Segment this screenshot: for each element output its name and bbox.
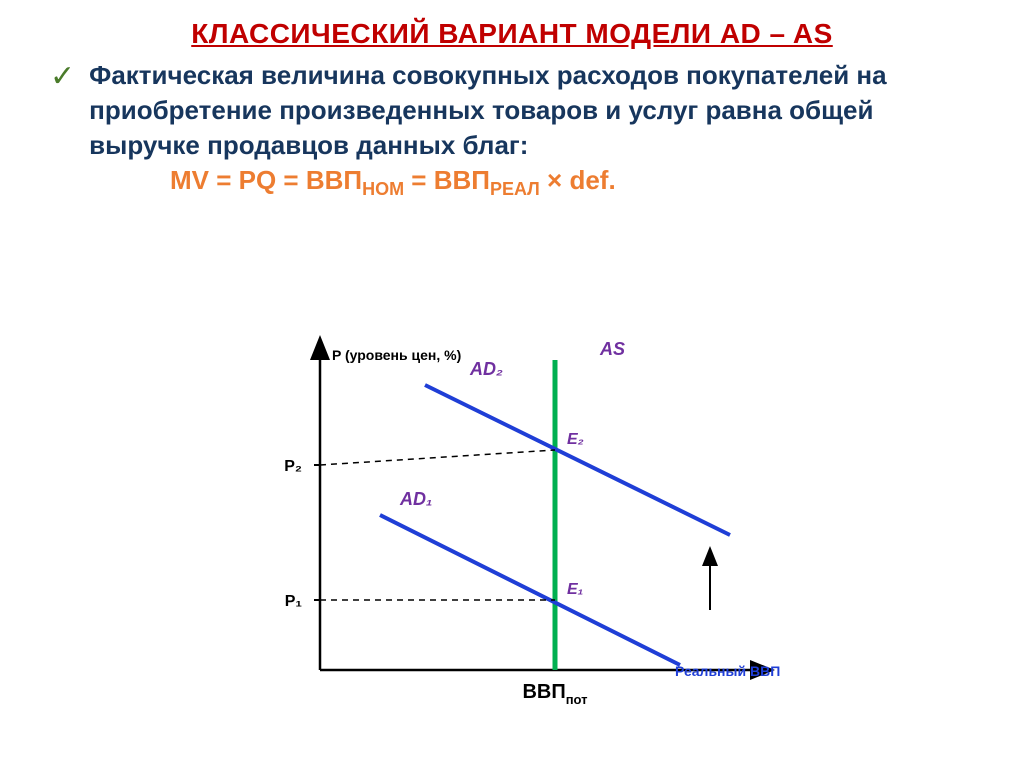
- ad1-label: AD₁: [399, 489, 432, 509]
- ad1-line: [380, 515, 680, 665]
- check-icon: ✓: [50, 62, 75, 92]
- ad-as-chart: P (уровень цен, %) Реальный ВВП P₁ P₂ AD…: [210, 320, 830, 730]
- formula: MV = PQ = ВВПНОМ = ВВПРЕАЛ × def.: [0, 165, 1024, 200]
- y-axis-label: P (уровень цен, %): [332, 347, 461, 363]
- e2-label: E₂: [567, 431, 584, 448]
- x-tick-label: ВВПпот: [522, 681, 587, 707]
- p1-label: P₁: [285, 593, 303, 610]
- body-text: Фактическая величина совокупных расходов…: [89, 58, 974, 163]
- slide-title: КЛАССИЧЕСКИЙ ВАРИАНТ МОДЕЛИ AD – AS: [0, 0, 1024, 50]
- e1-label: E₁: [567, 581, 583, 598]
- bullet-block: ✓ Фактическая величина совокупных расход…: [0, 50, 1024, 163]
- as-label: AS: [599, 339, 625, 359]
- p2-dash: [320, 450, 555, 465]
- x-axis-label: Реальный ВВП: [675, 663, 780, 679]
- ad2-label: AD₂: [469, 359, 503, 379]
- ad2-line: [425, 385, 730, 535]
- p2-label: P₂: [284, 458, 302, 475]
